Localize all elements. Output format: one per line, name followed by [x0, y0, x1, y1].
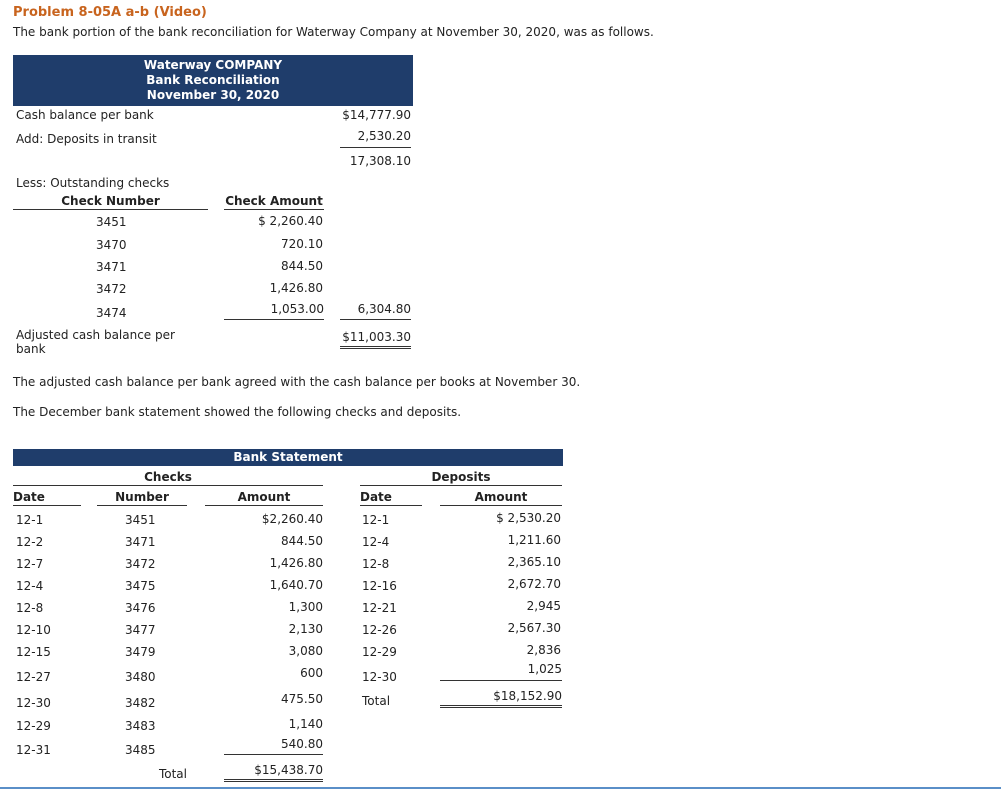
check-amount: 3,080: [288, 644, 323, 658]
check-date: 12-2: [16, 535, 44, 549]
check-date: 12-30: [16, 696, 51, 710]
check-amount: $ 2,260.40: [258, 214, 323, 228]
check-amount: 844.50: [281, 259, 323, 273]
report-name: Bank Reconciliation: [146, 73, 280, 87]
deposits-total: $18,152.90: [440, 689, 562, 708]
outstanding-checks-label: Less: Outstanding checks: [16, 176, 170, 190]
check-number: 3477: [125, 623, 156, 637]
check-number: 3485: [125, 743, 156, 757]
checks-total: $15,438.70: [224, 763, 323, 782]
check-date: 12-29: [16, 719, 51, 733]
note-agreement: The adjusted cash balance per bank agree…: [13, 375, 581, 389]
deposit-date: 12-21: [362, 601, 397, 615]
check-date: 12-31: [16, 743, 51, 757]
check-number: 3482: [125, 696, 156, 710]
deposit-amount: 1,211.60: [507, 533, 561, 547]
check-amount: 1,426.80: [269, 281, 323, 295]
deposit-amount: 2,836: [526, 643, 561, 657]
company-name: Waterway COMPANY: [143, 58, 283, 72]
checks-group-label: Checks: [13, 470, 323, 486]
check-amount: $2,260.40: [261, 512, 323, 526]
check-number: 3474: [96, 306, 127, 320]
deposits-total-label: Total: [362, 694, 391, 708]
check-amount: 1,140: [288, 717, 323, 731]
deposit-date: 12-29: [362, 645, 397, 659]
deposits-group-label: Deposits: [360, 470, 562, 486]
check-date: 12-8: [16, 601, 44, 615]
col-check-number: Check Number: [13, 194, 208, 210]
col-deposit-amount: Amount: [440, 490, 562, 506]
check-amount: 1,053.00: [224, 302, 324, 320]
footer-divider: [0, 787, 1001, 789]
report-date: November 30, 2020: [146, 88, 280, 102]
check-number: 3470: [96, 238, 127, 252]
check-number: 3472: [96, 282, 127, 296]
check-number: 3475: [125, 579, 156, 593]
check-amount: 1,640.70: [269, 578, 323, 592]
check-amount: 1,426.80: [269, 556, 323, 570]
adjusted-balance-value: $11,003.30: [340, 330, 411, 349]
check-number: 3483: [125, 719, 156, 733]
check-amount: 2,130: [288, 622, 323, 636]
col-date: Date: [13, 490, 81, 506]
deposit-date: 12-16: [362, 579, 397, 593]
check-number: 3451: [96, 215, 127, 229]
check-amount: 475.50: [281, 692, 323, 706]
check-date: 12-15: [16, 645, 51, 659]
deposit-amount: 1,025: [440, 662, 562, 681]
check-date: 12-27: [16, 670, 51, 684]
deposit-amount: 2,945: [526, 599, 561, 613]
note-statement: The December bank statement showed the f…: [13, 405, 462, 419]
check-date: 12-4: [16, 579, 44, 593]
check-number: 3471: [125, 535, 156, 549]
deposit-amount: $ 2,530.20: [496, 511, 561, 525]
col-number: Number: [97, 490, 187, 506]
deposit-date: 12-26: [362, 623, 397, 637]
deposit-date: 12-8: [362, 557, 390, 571]
check-number: 3476: [125, 601, 156, 615]
deposit-amount: 2,365.10: [507, 555, 561, 569]
deposit-date: 12-1: [362, 513, 390, 527]
check-number: 3472: [125, 557, 156, 571]
col-check-amount: Check Amount: [224, 194, 324, 210]
check-date: 12-10: [16, 623, 51, 637]
deposit-amount: 2,567.30: [507, 621, 561, 635]
deposit-amount: 2,672.70: [507, 577, 561, 591]
deposit-date: 12-30: [362, 670, 397, 684]
problem-title[interactable]: Problem 8-05A a-b (Video): [13, 5, 207, 20]
check-amount: 1,300: [288, 600, 323, 614]
subtotal-value: 17,308.10: [349, 154, 411, 168]
col-deposit-date: Date: [360, 490, 422, 506]
deposits-in-transit-label: Add: Deposits in transit: [16, 132, 157, 146]
check-number: 3480: [125, 670, 156, 684]
bank-statement-header: Bank Statement: [13, 449, 563, 466]
reconciliation-header: Waterway COMPANY Bank Reconciliation Nov…: [13, 55, 413, 106]
check-date: 12-7: [16, 557, 44, 571]
adjusted-balance-label: Adjusted cash balance per bank: [16, 328, 175, 356]
check-amount: 600: [300, 666, 323, 680]
deposit-date: 12-4: [362, 535, 390, 549]
cash-balance-value: $14,777.90: [342, 108, 411, 122]
check-date: 12-1: [16, 513, 44, 527]
checks-total-label: Total: [158, 767, 187, 781]
check-number: 3479: [125, 645, 156, 659]
check-number: 3451: [125, 513, 156, 527]
intro-text: The bank portion of the bank reconciliat…: [13, 25, 654, 39]
check-amount: 844.50: [281, 534, 323, 548]
col-amount: Amount: [205, 490, 323, 506]
check-amount: 540.80: [224, 737, 323, 755]
check-amount: 720.10: [281, 237, 323, 251]
cash-balance-label: Cash balance per bank: [16, 108, 154, 122]
check-number: 3471: [96, 260, 127, 274]
deposits-in-transit-value: 2,530.20: [340, 128, 411, 148]
outstanding-total: 6,304.80: [340, 302, 411, 320]
